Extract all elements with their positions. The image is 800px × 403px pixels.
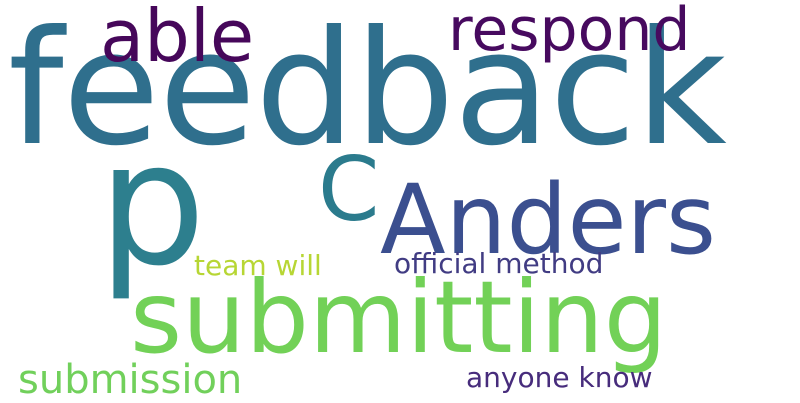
word-p: p	[98, 106, 206, 304]
word-able: able	[100, 0, 255, 78]
word-anyone-know: anyone know	[466, 361, 653, 394]
word-feedback: feedback	[8, 0, 727, 181]
word-submitting: submitting	[130, 259, 668, 376]
word-team-will: team will	[194, 249, 322, 282]
word-c: C	[318, 138, 380, 241]
word-respond: respond	[448, 0, 691, 65]
word-submission: submission	[18, 357, 243, 403]
word-official-method: official method	[394, 247, 604, 280]
word-anders: Anders	[380, 164, 716, 276]
